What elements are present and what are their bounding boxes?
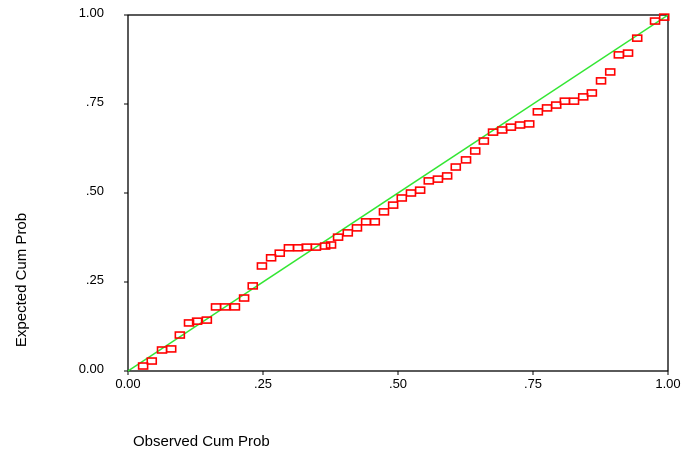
- point: [469, 147, 481, 155]
- point: [146, 357, 158, 365]
- y-tick-label: 0.00: [79, 361, 104, 376]
- point: [378, 208, 390, 216]
- point: [604, 68, 616, 76]
- point: [496, 126, 508, 134]
- point: [478, 137, 490, 145]
- point: [595, 77, 607, 85]
- x-tick-label: .50: [389, 376, 407, 391]
- point: [450, 163, 462, 171]
- point: [541, 104, 553, 112]
- point: [351, 224, 363, 232]
- point: [613, 51, 625, 59]
- x-axis-title: Observed Cum Prob: [133, 433, 270, 450]
- point: [256, 262, 268, 270]
- x-tick-label: .75: [524, 376, 542, 391]
- point: [137, 362, 149, 370]
- point: [387, 201, 399, 209]
- point: [523, 120, 535, 128]
- point: [414, 186, 426, 194]
- point: [423, 177, 435, 185]
- point: [622, 49, 634, 57]
- point: [165, 345, 177, 353]
- point: [649, 17, 661, 25]
- point: [319, 242, 331, 250]
- point: [174, 331, 186, 339]
- reference-line: [127, 14, 669, 372]
- point: [238, 294, 250, 302]
- x-tick-label: .25: [254, 376, 272, 391]
- point: [441, 172, 453, 180]
- point: [325, 241, 337, 249]
- point: [274, 249, 286, 257]
- point: [265, 253, 277, 262]
- point: [292, 244, 304, 252]
- point: [229, 303, 241, 311]
- y-tick-label: 1.00: [79, 5, 104, 20]
- point: [201, 316, 213, 324]
- y-axis-title: Expected Cum Prob: [13, 213, 30, 347]
- point: [505, 123, 517, 131]
- point: [577, 93, 589, 101]
- point: [568, 97, 580, 105]
- point: [514, 121, 526, 129]
- point: [405, 189, 417, 197]
- point: [247, 282, 259, 290]
- point: [283, 244, 295, 252]
- point: [586, 89, 598, 97]
- point: [210, 303, 222, 311]
- y-tick-label: .25: [86, 272, 104, 287]
- x-tick-label: 0.00: [115, 376, 140, 391]
- point: [342, 229, 354, 237]
- point: [301, 243, 313, 251]
- point: [559, 97, 571, 105]
- point: [360, 218, 372, 226]
- point: [396, 194, 408, 202]
- point: [631, 34, 643, 42]
- point: [550, 101, 562, 109]
- point: [432, 175, 444, 183]
- point: [658, 13, 670, 21]
- y-tick-label: .50: [86, 183, 104, 198]
- point: [183, 319, 195, 327]
- y-tick-label: .75: [86, 94, 104, 109]
- point: [332, 233, 344, 241]
- point: [369, 218, 381, 226]
- x-tick-label: 1.00: [655, 376, 680, 391]
- point: [460, 156, 472, 164]
- point: [532, 108, 544, 116]
